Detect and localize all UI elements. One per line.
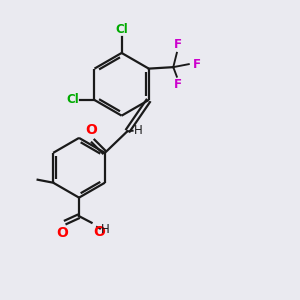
Text: F: F [173,78,181,91]
Text: O: O [56,226,68,240]
Text: Cl: Cl [66,94,79,106]
Text: F: F [173,38,181,51]
Text: O: O [85,123,97,137]
Text: F: F [192,58,200,70]
Text: H: H [101,223,110,236]
Text: H: H [134,124,142,136]
Text: Cl: Cl [115,23,128,36]
Text: O: O [93,224,105,239]
